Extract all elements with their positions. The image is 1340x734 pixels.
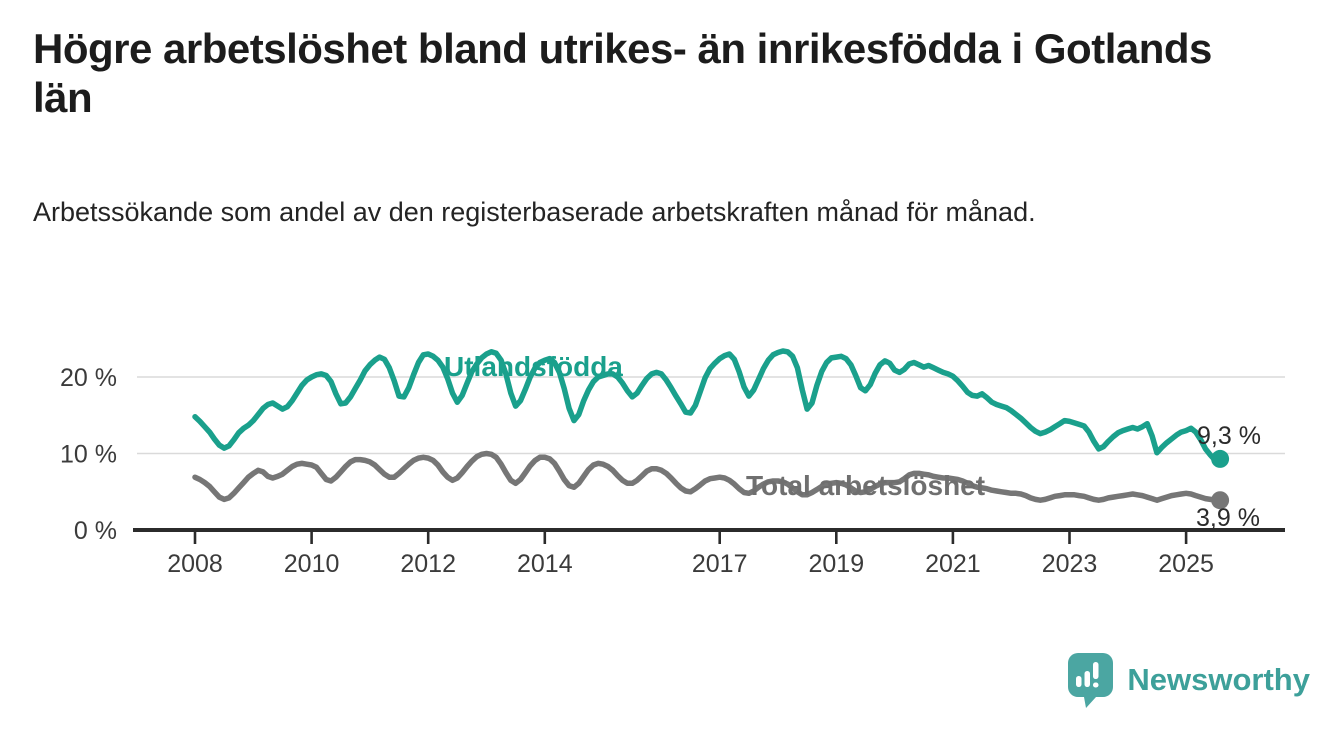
series-label-utlandsfodda: Utlandsfödda <box>444 351 623 382</box>
x-tick-label: 2021 <box>925 550 981 578</box>
series-end-dot <box>1211 491 1230 510</box>
x-tick-label: 2019 <box>808 550 864 578</box>
x-tick-label: 2008 <box>167 550 223 578</box>
series-label-total: Total arbetslöshet <box>746 470 985 501</box>
chart-subtitle: Arbetssökande som andel av den registerb… <box>33 197 1036 227</box>
end-value-label-total: 3,9 % <box>1196 504 1260 532</box>
y-tick-label: 10 % <box>60 441 117 469</box>
axis-tick-labels: 2008 2010 2012 2014 2017 2019 2021 2023 2025 0 % 1… <box>60 364 1214 578</box>
y-tick-label: 20 % <box>60 364 117 392</box>
newsworthy-logo: Newsworthy <box>1066 651 1310 708</box>
series-line-utlandsf-dda <box>192 348 1223 464</box>
x-tick-label: 2012 <box>400 550 456 578</box>
y-tick-label: 0 % <box>74 517 117 545</box>
x-tick-label: 2014 <box>517 550 573 578</box>
gridlines <box>137 376 1285 455</box>
end-value-label-utlandsfodda: 9,3 % <box>1197 422 1261 450</box>
x-tick-label: 2025 <box>1158 550 1214 578</box>
x-tick-label: 2023 <box>1042 550 1098 578</box>
x-tick-label: 2017 <box>692 550 748 578</box>
bar-chart-speech-bubble-icon <box>1068 653 1114 708</box>
series-end-dot <box>1211 449 1230 468</box>
series-lines <box>192 348 1230 510</box>
x-axis <box>133 528 1285 544</box>
series-line-total-arbetsl-shet <box>192 450 1223 503</box>
newsworthy-logo-text: Newsworthy <box>1127 661 1310 697</box>
page-title: Högre arbetslöshet bland utrikes- än inr… <box>33 25 1212 122</box>
x-tick-label: 2010 <box>284 550 340 578</box>
